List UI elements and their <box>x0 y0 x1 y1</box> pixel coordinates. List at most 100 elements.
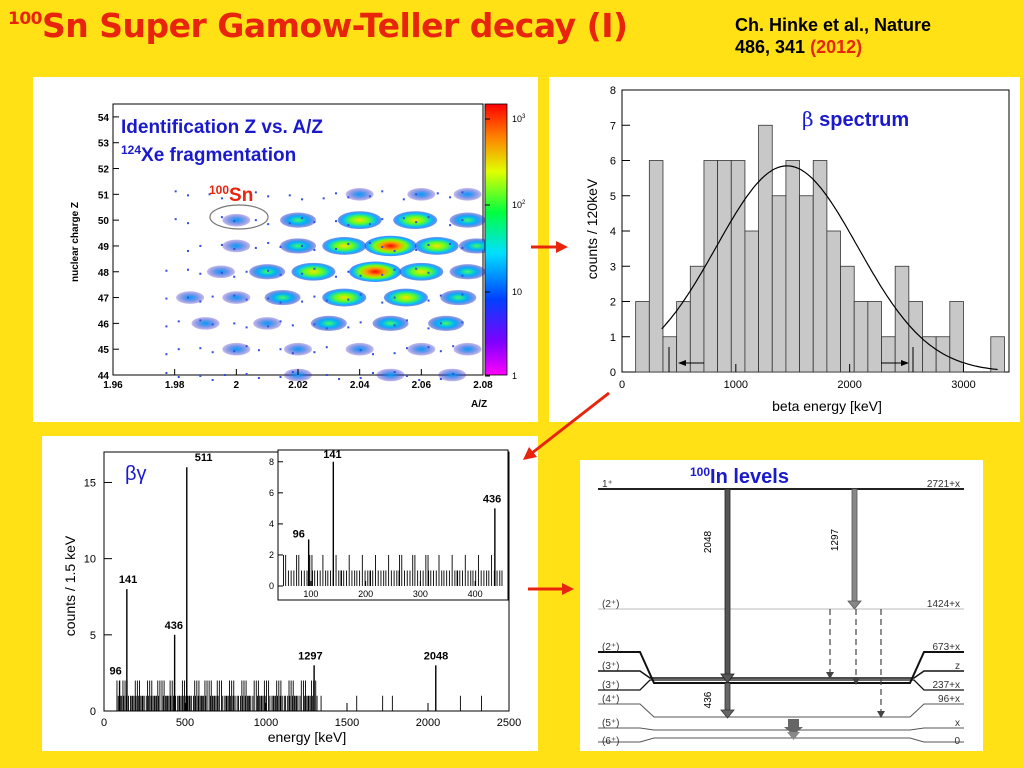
inset-xtick-label: 400 <box>468 589 483 599</box>
id-count-dot <box>267 269 270 272</box>
level-spin-label: (3⁺) <box>602 661 620 672</box>
beta-histogram <box>635 124 1005 373</box>
gamma-xtick-label: 2500 <box>497 717 521 729</box>
id-count-dot <box>187 222 189 225</box>
gamma-xlabel: energy [keV] <box>268 729 347 745</box>
id-cluster <box>440 289 477 306</box>
id-ytick-label: 53 <box>98 139 110 150</box>
id-count-dot <box>461 246 464 249</box>
id-cluster <box>322 237 367 255</box>
id-count-dot <box>393 371 396 373</box>
id-count-dot <box>393 352 396 355</box>
reference-line2: 486, 341 (2012) <box>735 36 931 58</box>
gamma-ytick-label: 15 <box>84 477 96 489</box>
beta-bar <box>771 195 787 373</box>
id-count-dot <box>267 241 270 244</box>
id-count-dot <box>233 294 236 297</box>
colorbar-tick-label: 10 <box>512 287 522 297</box>
gamma-xtick-label: 1500 <box>335 717 359 729</box>
beta-ytick-label: 4 <box>610 226 616 238</box>
beta-xtick-label: 2000 <box>837 379 861 391</box>
inset-xtick-label: 200 <box>358 589 373 599</box>
beta-bar <box>635 301 650 373</box>
id-count-dot <box>427 327 430 330</box>
id-count-dot <box>452 373 455 375</box>
id-count-dot <box>291 352 294 355</box>
id-cluster <box>284 342 312 356</box>
id-count-dot <box>381 273 384 276</box>
level-spin-label: (5⁺) <box>602 718 620 729</box>
inset-frame <box>277 449 509 601</box>
id-cluster <box>407 342 436 356</box>
id-count-dot <box>449 196 452 199</box>
id-count-dot <box>165 325 168 328</box>
reference-year: (2012) <box>810 37 863 57</box>
id-count-dot <box>233 275 236 278</box>
id-count-dot <box>359 377 362 379</box>
id-count-dot <box>415 221 418 224</box>
inset-xtick-label: 100 <box>303 589 318 599</box>
gamma-spectrum-panel: 0 5 10 15 0 500 1000 1500 2000 2500 96 141 436 511 1… <box>42 436 538 751</box>
id-count-dot <box>301 217 304 220</box>
id-cluster <box>364 235 417 257</box>
id-count-dot <box>187 194 189 197</box>
level-energy-label: 96+x <box>938 694 960 705</box>
gamma-peak-label: 141 <box>119 574 137 586</box>
transition-label-436: 436 <box>703 691 714 708</box>
id-count-dot <box>220 216 223 219</box>
inset-peak-label: 141 <box>323 449 341 461</box>
beta-xtick-label: 1000 <box>724 379 748 391</box>
id-count-dot <box>211 351 214 354</box>
id-count-dot <box>301 300 304 303</box>
gamma-peak-label: 436 <box>165 620 183 632</box>
id-count-dot <box>267 325 270 328</box>
id-count-dot <box>177 320 180 323</box>
inset-x-ticks: 100 200 300 400 <box>303 581 483 599</box>
id-count-dot <box>245 345 248 348</box>
beta-bar <box>703 160 719 373</box>
id-count-dot <box>279 301 282 304</box>
id-xtick-label: 2 <box>234 380 240 391</box>
level-energy-label: 673+x <box>932 642 960 653</box>
title-text: Sn Super Gamow-Teller decay (I) <box>42 6 628 45</box>
id-ylabel: nuclear charge Z <box>70 202 81 282</box>
id-count-dot <box>245 298 248 301</box>
id-cluster <box>222 239 251 253</box>
level-energies: 2721+x 1424+x 673+x z 237+x 96+x x 0 <box>927 479 961 747</box>
colorbar-tick-label: 1 <box>512 371 517 381</box>
beta-ytick-label: 8 <box>610 85 616 97</box>
level-energy-label: 2721+x <box>927 479 960 490</box>
beta-bar <box>662 336 678 373</box>
level-spins: 1⁺ (2⁺) (2⁺) (3⁺) (3⁺) (4⁺) (5⁺) (6⁺) <box>602 479 620 747</box>
id-count-dot <box>220 243 223 246</box>
id-count-dot <box>439 350 442 353</box>
id-count-dot <box>313 221 316 224</box>
id-count-dot <box>245 373 248 375</box>
id-count-dot <box>199 347 202 350</box>
id-count-dot <box>439 322 442 325</box>
id-count-dot <box>245 326 248 329</box>
level-energy-label: z <box>955 661 960 672</box>
id-count-dot <box>245 270 248 273</box>
slide-title: 100Sn Super Gamow-Teller decay (I) <box>8 6 628 45</box>
id-count-dot <box>313 323 316 326</box>
inset-ytick-label: 0 <box>269 581 274 591</box>
id-count-dot <box>174 218 177 221</box>
gamma-peak-label: 1297 <box>298 650 322 662</box>
id-count-dot <box>291 324 294 327</box>
id-count-dot <box>368 195 371 198</box>
id-cluster <box>280 238 316 254</box>
id-count-dot <box>254 246 257 249</box>
id-count-dot <box>325 346 328 349</box>
id-count-dot <box>313 248 316 251</box>
beta-bar <box>730 160 746 373</box>
id-count-dot <box>393 249 396 252</box>
id-count-dot <box>393 296 396 299</box>
id-count-dot <box>427 216 430 219</box>
beta-bar <box>744 230 759 373</box>
gamma-y-ticks: 0 5 10 15 <box>84 477 112 718</box>
id-cluster <box>449 264 486 280</box>
level-scheme-title: 100In levels <box>690 465 789 488</box>
id-count-dot <box>461 293 464 296</box>
id-count-dot <box>347 196 350 199</box>
